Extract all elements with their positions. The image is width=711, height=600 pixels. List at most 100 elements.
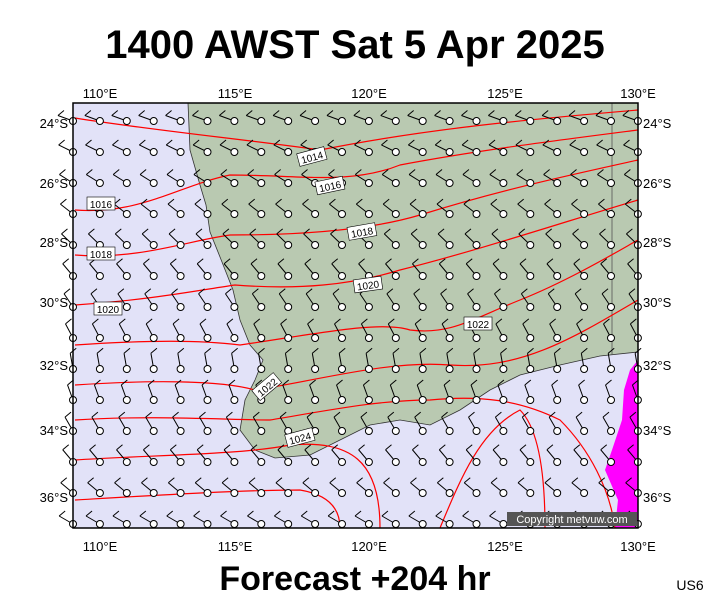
station (553, 179, 562, 187)
lat-label: 34°S (40, 423, 69, 438)
station (418, 427, 427, 435)
station (391, 303, 400, 311)
barb-flag (521, 288, 528, 295)
barb-flag (171, 288, 178, 295)
station (203, 334, 212, 342)
barb-flag (111, 110, 119, 116)
lon-label: 120°E (351, 86, 387, 101)
station (607, 210, 615, 218)
station (176, 489, 185, 497)
station (338, 520, 346, 528)
station (257, 520, 266, 528)
barb-flag (332, 288, 340, 295)
barb-flag (461, 110, 468, 116)
station (445, 241, 454, 249)
station (445, 303, 454, 311)
station (257, 148, 266, 156)
barb-flag (441, 318, 449, 325)
barb-flag (490, 477, 498, 484)
station (338, 241, 346, 249)
station (203, 210, 212, 218)
station (364, 303, 373, 311)
station (149, 396, 158, 404)
station (526, 365, 535, 373)
station (122, 489, 131, 497)
lat-label: 24°S (643, 116, 672, 131)
station (257, 365, 266, 373)
lat-label: 26°S (40, 176, 69, 191)
station (176, 427, 185, 435)
barb-flag (419, 347, 427, 354)
isobar-label: 1018 (86, 246, 116, 261)
station (257, 334, 266, 342)
station (499, 117, 508, 125)
lon-label: 125°E (487, 539, 523, 554)
station (230, 179, 239, 187)
barb-flag (150, 347, 158, 354)
barb-flag (145, 318, 153, 325)
barb-flag (436, 198, 444, 205)
barb-flag (412, 444, 419, 451)
copyright: Copyright metvuw.com (516, 514, 627, 526)
barb-flag (85, 139, 92, 146)
barb-flag (138, 110, 145, 116)
barb-flag (121, 379, 128, 386)
lon-label: 130°E (620, 539, 656, 554)
barb-flag (220, 510, 227, 517)
station (149, 148, 158, 156)
station (203, 396, 212, 404)
station (311, 210, 320, 218)
isobar-label-box (251, 372, 283, 402)
station (122, 210, 131, 218)
barb-flag (62, 258, 70, 265)
barb-flag (221, 198, 229, 205)
barb-flag (141, 477, 148, 484)
station (418, 272, 427, 280)
barb-flag (329, 198, 336, 205)
station (230, 489, 239, 497)
barb-flag (571, 198, 578, 205)
station (418, 148, 427, 156)
station (553, 489, 562, 497)
lat-label: 26°S (643, 176, 672, 191)
station (526, 272, 535, 280)
station (526, 458, 535, 466)
lat-label: 30°S (40, 295, 69, 310)
station (364, 365, 373, 373)
barb-flag (355, 198, 363, 205)
station (526, 241, 535, 249)
station (122, 241, 131, 249)
barb-flag (489, 510, 496, 517)
station (95, 334, 104, 342)
barb-flag (301, 169, 308, 175)
station (472, 148, 481, 156)
barb-flag (554, 347, 561, 354)
barb-flag (114, 228, 122, 235)
station (472, 117, 481, 125)
station (607, 334, 615, 342)
barb-flag (414, 318, 422, 325)
station (338, 396, 346, 404)
station (149, 210, 158, 218)
barb-flag (277, 444, 285, 451)
barb-flag (300, 139, 308, 146)
barb-flag (168, 477, 175, 484)
barb-flag (143, 444, 150, 451)
station (472, 303, 481, 311)
barb-flag (597, 169, 604, 175)
station (122, 303, 131, 311)
barb-flag (334, 318, 341, 325)
station (176, 179, 185, 187)
station (418, 489, 427, 497)
barb-flag (252, 288, 259, 295)
barb-flag (630, 318, 637, 325)
station (364, 148, 373, 156)
station (95, 427, 104, 435)
barb-flag (226, 411, 233, 418)
station (553, 458, 562, 466)
barb-flag (245, 110, 253, 116)
barb-flag (392, 347, 400, 354)
barb-flag (199, 318, 207, 325)
barb-flag (548, 411, 556, 418)
station (499, 210, 508, 218)
